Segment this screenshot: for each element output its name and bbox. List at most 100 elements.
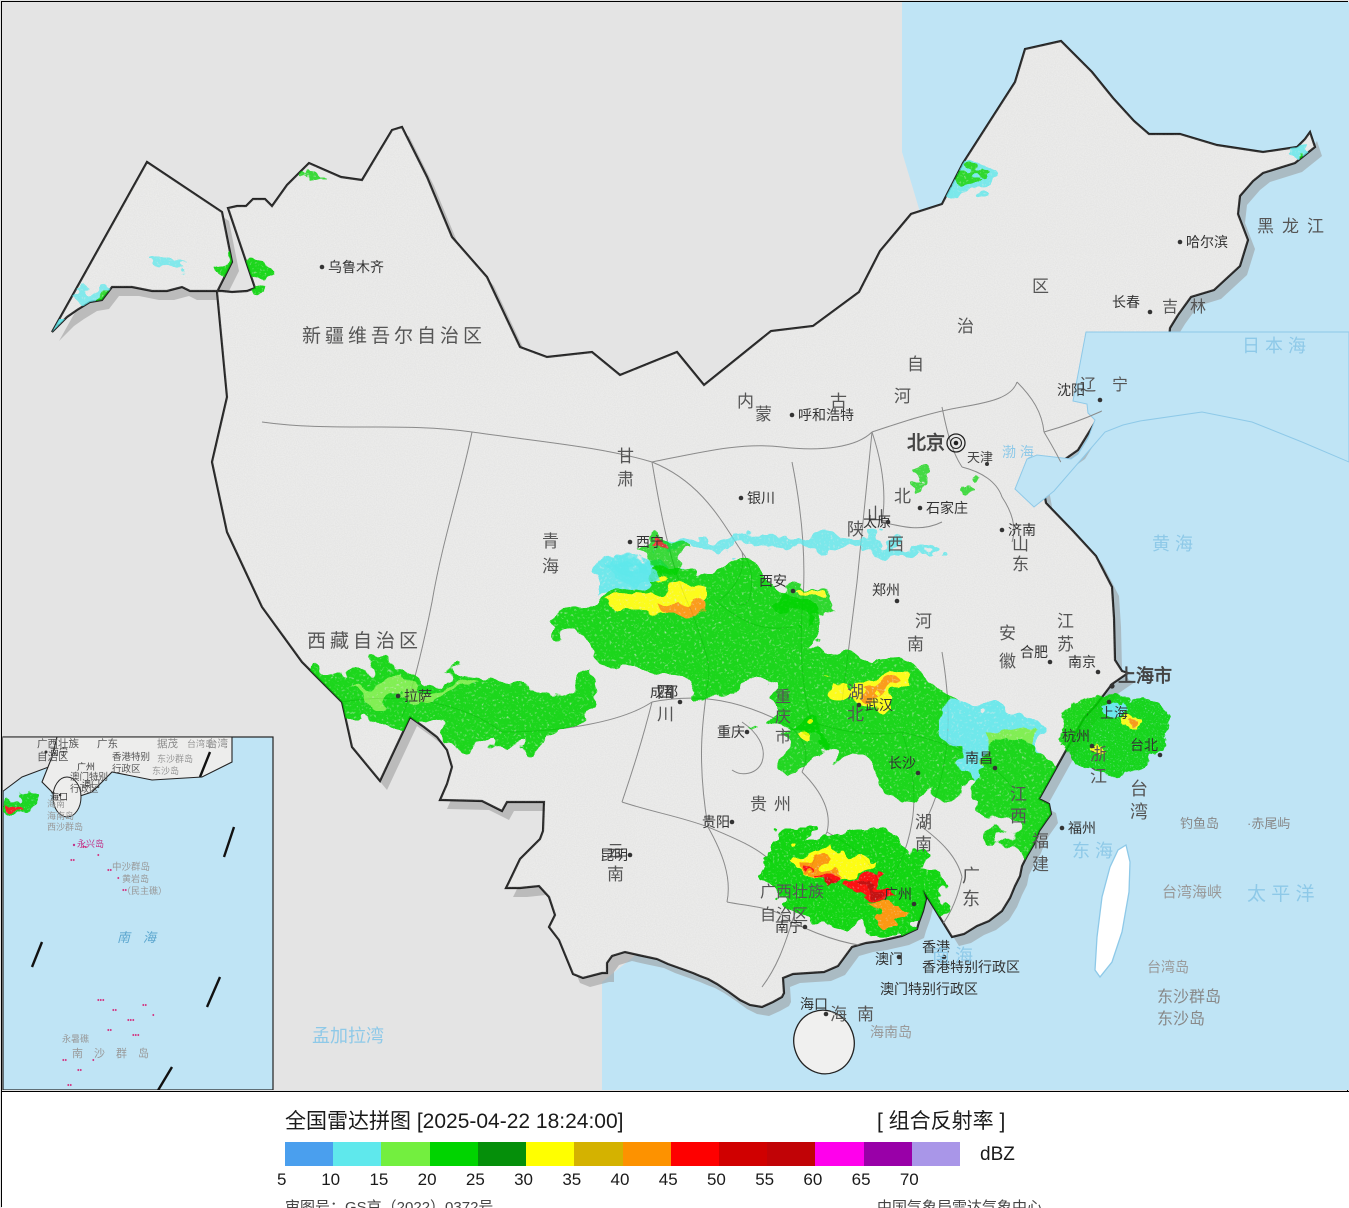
svg-text:龙: 龙 xyxy=(1282,217,1299,236)
svg-text:江: 江 xyxy=(1010,785,1027,804)
svg-text:西宁: 西宁 xyxy=(636,534,664,550)
svg-text:河: 河 xyxy=(915,612,932,631)
svg-text:西安: 西安 xyxy=(759,573,787,589)
svg-text:北京: 北京 xyxy=(907,431,945,454)
svg-text:行政区: 行政区 xyxy=(112,763,141,775)
svg-text:广州: 广州 xyxy=(884,886,912,902)
svg-text:南 沙 群 岛: 南 沙 群 岛 xyxy=(72,1046,149,1060)
svg-text:新疆维吾尔自治区: 新疆维吾尔自治区 xyxy=(302,325,486,347)
svg-text:西藏自治区: 西藏自治区 xyxy=(307,630,422,652)
svg-text:南: 南 xyxy=(907,635,924,654)
svg-text:杭州: 杭州 xyxy=(1062,728,1090,744)
svg-text:⬩⬩: ⬩⬩ xyxy=(107,867,113,874)
svg-text:江: 江 xyxy=(1057,612,1074,631)
svg-text:（民主礁）: （民主礁） xyxy=(122,885,167,896)
svg-text:⬩⬩⬩: ⬩⬩⬩ xyxy=(127,1017,135,1024)
svg-text:澳门: 澳门 xyxy=(875,951,903,967)
svg-text:蒙: 蒙 xyxy=(755,405,772,424)
svg-text:治: 治 xyxy=(957,317,974,336)
svg-text:合肥: 合肥 xyxy=(1020,644,1048,660)
svg-text:海南: 海南 xyxy=(47,798,65,809)
svg-text:澳门特别行政区: 澳门特别行政区 xyxy=(880,981,978,997)
svg-text:台湾海峡: 台湾海峡 xyxy=(1162,884,1222,901)
svg-text:黑: 黑 xyxy=(1257,217,1274,236)
svg-text:海南岛: 海南岛 xyxy=(47,810,74,821)
svg-text:⬩⬩: ⬩⬩ xyxy=(62,1057,68,1064)
svg-text:南: 南 xyxy=(607,865,624,884)
svg-text:海: 海 xyxy=(542,557,559,576)
svg-text:昆明: 昆明 xyxy=(600,847,628,863)
svg-text:⬩⬩: ⬩⬩ xyxy=(112,1007,118,1014)
svg-text:区: 区 xyxy=(1032,277,1049,296)
svg-text:钓鱼岛: 钓鱼岛 xyxy=(1180,816,1219,831)
svg-text:西: 西 xyxy=(887,535,904,554)
svg-text:⬩⬩: ⬩⬩ xyxy=(122,887,128,894)
svg-text:郑州: 郑州 xyxy=(872,582,900,598)
svg-text:广东: 广东 xyxy=(97,737,118,750)
svg-text:银川: 银川 xyxy=(747,490,775,506)
svg-text:哈尔滨: 哈尔滨 xyxy=(1186,234,1228,250)
svg-text:南: 南 xyxy=(915,835,932,854)
svg-text:沈阳: 沈阳 xyxy=(1057,382,1085,398)
svg-text:重庆: 重庆 xyxy=(717,724,745,740)
svg-text:武汉: 武汉 xyxy=(865,697,893,713)
svg-text:南宁: 南宁 xyxy=(775,919,803,935)
svg-text:·赤尾屿: ·赤尾屿 xyxy=(1247,816,1290,831)
svg-text:南 海: 南 海 xyxy=(117,930,158,945)
svg-text:拉萨: 拉萨 xyxy=(404,688,432,704)
svg-text:东: 东 xyxy=(962,889,980,909)
svg-text:⬩⬩: ⬩⬩ xyxy=(70,857,76,864)
svg-text:天津: 天津 xyxy=(967,450,993,465)
svg-text:市: 市 xyxy=(775,728,791,746)
svg-text:中沙群岛: 中沙群岛 xyxy=(112,861,150,873)
svg-text:西: 西 xyxy=(1010,807,1027,826)
svg-text:太 平 洋: 太 平 洋 xyxy=(1247,883,1315,905)
svg-text:自: 自 xyxy=(907,355,924,374)
svg-text:孟加拉湾: 孟加拉湾 xyxy=(312,1026,384,1046)
svg-text:黄 海: 黄 海 xyxy=(1152,534,1193,554)
svg-text:南: 南 xyxy=(857,1005,874,1024)
svg-text:东 海: 东 海 xyxy=(1072,841,1113,861)
svg-text:北: 北 xyxy=(847,705,864,724)
svg-text:广: 广 xyxy=(962,866,980,886)
svg-text:海: 海 xyxy=(830,1005,847,1024)
svg-text:安: 安 xyxy=(999,624,1016,643)
svg-text:内: 内 xyxy=(737,392,754,411)
svg-text:南 海: 南 海 xyxy=(932,946,973,966)
svg-text:南昌: 南昌 xyxy=(965,750,993,766)
svg-text:长沙: 长沙 xyxy=(888,755,916,771)
svg-text:东沙群岛: 东沙群岛 xyxy=(157,753,193,764)
svg-text:台湾岛: 台湾岛 xyxy=(187,738,214,749)
svg-text:福: 福 xyxy=(1032,832,1049,851)
svg-text:呼和浩特: 呼和浩特 xyxy=(798,407,854,423)
svg-text:永暑礁: 永暑礁 xyxy=(62,1033,89,1044)
svg-text:重: 重 xyxy=(775,688,791,706)
svg-text:乌鲁木齐: 乌鲁木齐 xyxy=(328,259,384,275)
svg-text:林: 林 xyxy=(1190,298,1206,316)
svg-text:东沙岛: 东沙岛 xyxy=(1157,1010,1205,1028)
svg-text:⬩⬩: ⬩⬩ xyxy=(142,1002,148,1009)
svg-text:西沙群岛: 西沙群岛 xyxy=(47,821,83,832)
svg-text:日 本 海: 日 本 海 xyxy=(1242,336,1306,356)
svg-text:台北: 台北 xyxy=(1130,737,1158,753)
svg-text:石家庄: 石家庄 xyxy=(926,500,968,516)
svg-text:东: 东 xyxy=(1012,555,1029,574)
svg-text:广西壮族: 广西壮族 xyxy=(760,883,824,901)
svg-text:⬩⬩: ⬩⬩ xyxy=(77,1067,83,1074)
svg-text:湖: 湖 xyxy=(847,683,864,702)
svg-text:湖: 湖 xyxy=(915,813,932,832)
svg-text:江: 江 xyxy=(1307,217,1324,236)
svg-text:福州: 福州 xyxy=(1068,820,1096,836)
svg-text:河: 河 xyxy=(894,387,911,406)
svg-text:据茂: 据茂 xyxy=(157,737,178,750)
svg-text:州: 州 xyxy=(774,795,791,814)
svg-text:上海市: 上海市 xyxy=(1118,665,1172,686)
svg-text:建: 建 xyxy=(1032,855,1049,874)
svg-text:江: 江 xyxy=(1090,767,1107,786)
svg-text:⬩⬩: ⬩⬩ xyxy=(82,844,88,851)
svg-text:甘: 甘 xyxy=(617,447,634,466)
svg-text:台湾岛: 台湾岛 xyxy=(1147,959,1189,975)
svg-text:太原: 太原 xyxy=(863,514,891,530)
svg-text:⬩⬩⬩: ⬩⬩⬩ xyxy=(132,1032,140,1039)
svg-text:陕: 陕 xyxy=(847,520,864,539)
